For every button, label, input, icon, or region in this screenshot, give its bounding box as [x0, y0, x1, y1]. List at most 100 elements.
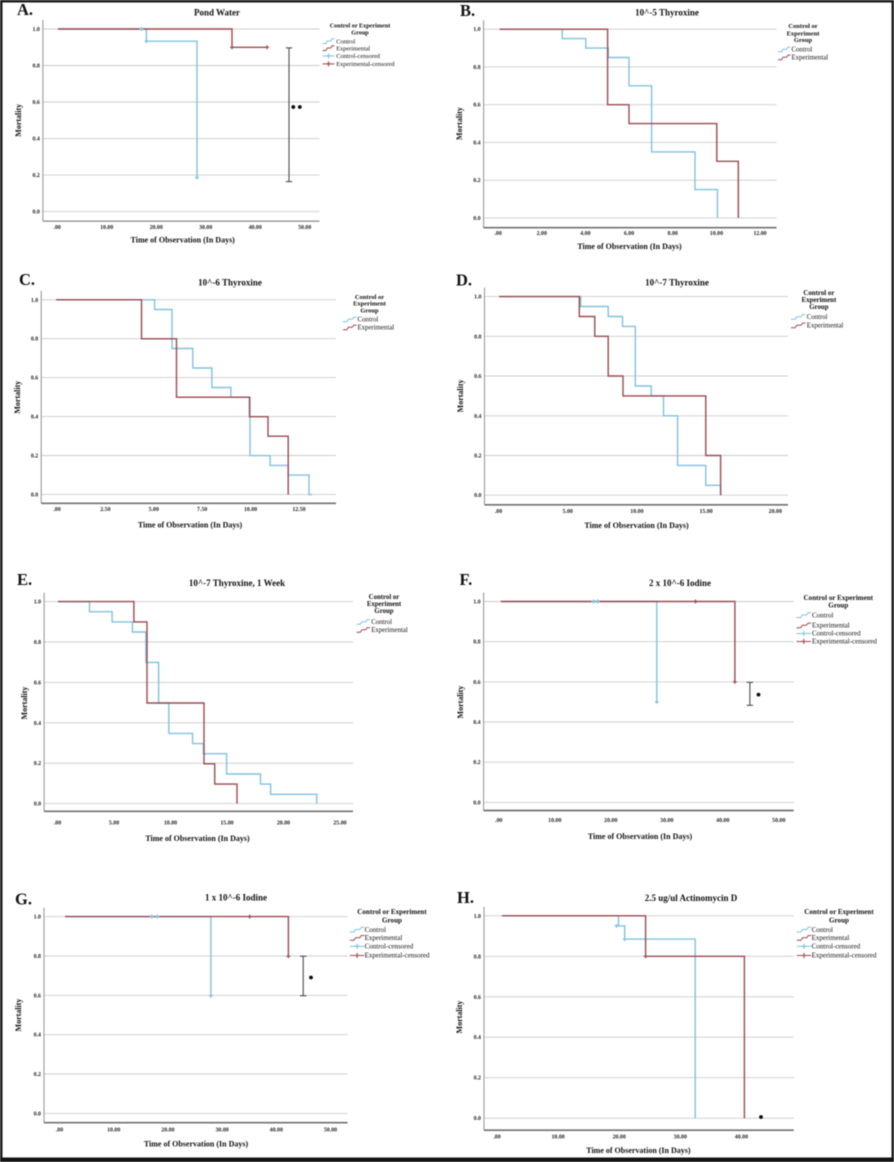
svg-text:7.50: 7.50: [197, 507, 207, 513]
svg-text:40.00: 40.00: [249, 225, 262, 231]
svg-text:4.00: 4.00: [580, 231, 590, 237]
svg-text:Control: Control: [358, 317, 379, 324]
svg-text:.00: .00: [53, 507, 60, 513]
svg-text:Group: Group: [382, 916, 402, 924]
svg-text:Control or: Control or: [369, 594, 400, 601]
svg-text:B.: B.: [460, 1, 475, 20]
svg-text:Mortality: Mortality: [13, 381, 22, 414]
svg-text:.00: .00: [56, 1127, 63, 1133]
svg-text:Time of Observation (In Days): Time of Observation (In Days): [588, 832, 693, 841]
svg-text:2 x 10^-6 Iodine: 2 x 10^-6 Iodine: [649, 578, 711, 588]
svg-text:10^-5 Thyroxine: 10^-5 Thyroxine: [635, 8, 699, 18]
svg-text:0.0: 0.0: [473, 800, 480, 806]
svg-text:30.00: 30.00: [660, 818, 673, 824]
svg-text:Time of Observation (In Days): Time of Observation (In Days): [131, 236, 236, 245]
svg-text:1.0: 1.0: [474, 295, 481, 301]
svg-text:50.00: 50.00: [772, 818, 785, 824]
svg-text:0.4: 0.4: [474, 1035, 481, 1041]
svg-text:1 x 10^-6 Iodine: 1 x 10^-6 Iodine: [205, 893, 267, 903]
svg-text:0.8: 0.8: [33, 64, 40, 70]
svg-text:Control or: Control or: [803, 290, 834, 297]
svg-text:10.00: 10.00: [107, 1127, 120, 1133]
svg-text:Mortality: Mortality: [456, 379, 465, 412]
svg-text:.00: .00: [54, 821, 61, 827]
svg-text:10.00: 10.00: [710, 231, 723, 237]
svg-text:50.00: 50.00: [298, 225, 311, 231]
svg-text:30.00: 30.00: [674, 1134, 687, 1140]
svg-text:.00: .00: [493, 1134, 500, 1140]
svg-text:10.00: 10.00: [164, 821, 177, 827]
svg-text:0.8: 0.8: [31, 337, 38, 343]
svg-text:0.0: 0.0: [33, 210, 40, 216]
svg-text:0.8: 0.8: [34, 640, 41, 646]
svg-text:Experiment: Experiment: [353, 300, 387, 307]
svg-text:Time of Observation (In Days): Time of Observation (In Days): [577, 242, 682, 251]
svg-text:Experimental: Experimental: [336, 45, 370, 52]
svg-text:12.50: 12.50: [292, 507, 305, 513]
svg-text:2.50: 2.50: [100, 507, 110, 513]
svg-text:10.00: 10.00: [100, 225, 113, 231]
svg-text:Experiment: Experiment: [367, 601, 402, 608]
svg-text:Group: Group: [374, 608, 393, 615]
svg-text:0.2: 0.2: [34, 1072, 41, 1078]
svg-text:Control-censored: Control-censored: [336, 53, 381, 60]
svg-text:10.00: 10.00: [630, 509, 643, 515]
svg-text:Control or Experiment: Control or Experiment: [804, 908, 874, 916]
svg-text:Experimental-censored: Experimental-censored: [336, 61, 395, 68]
svg-text:Experiment: Experiment: [787, 30, 821, 37]
svg-text:20.00: 20.00: [604, 818, 617, 824]
svg-text:0.6: 0.6: [474, 374, 481, 380]
svg-text:Mortality: Mortality: [14, 104, 23, 137]
svg-text:0.8: 0.8: [473, 640, 480, 646]
svg-text:0.2: 0.2: [31, 454, 38, 460]
svg-text:Mortality: Mortality: [455, 107, 464, 140]
svg-text:0.2: 0.2: [473, 760, 480, 766]
svg-text:10.00: 10.00: [551, 1134, 564, 1140]
svg-text:Control: Control: [812, 611, 833, 619]
svg-text:Control or: Control or: [788, 23, 817, 30]
svg-text:0.6: 0.6: [34, 680, 41, 686]
svg-text:1.0: 1.0: [474, 914, 481, 920]
svg-text:0.6: 0.6: [473, 680, 480, 686]
svg-text:Time of Observation (In Days): Time of Observation (In Days): [584, 521, 689, 530]
svg-text:10^-6 Thyroxine: 10^-6 Thyroxine: [198, 278, 262, 288]
svg-text:Control or Experiment: Control or Experiment: [804, 594, 874, 602]
svg-text:30.00: 30.00: [215, 1127, 228, 1133]
svg-text:Group: Group: [794, 37, 813, 44]
svg-text:Control: Control: [365, 926, 386, 934]
svg-text:C.: C.: [19, 270, 35, 289]
svg-text:0.2: 0.2: [33, 173, 40, 179]
svg-text:Control-censored: Control-censored: [812, 943, 861, 951]
svg-text:Mortality: Mortality: [455, 1001, 464, 1034]
svg-text:20.00: 20.00: [150, 225, 163, 231]
svg-text:0.8: 0.8: [474, 334, 481, 340]
svg-text:5.00: 5.00: [563, 509, 573, 515]
svg-text:0.2: 0.2: [474, 454, 481, 460]
svg-text:0.0: 0.0: [34, 802, 41, 808]
svg-text:Experimental-censored: Experimental-censored: [365, 952, 430, 960]
svg-text:0.4: 0.4: [474, 414, 481, 420]
svg-text:Group: Group: [809, 304, 829, 311]
svg-text:1.0: 1.0: [473, 27, 480, 33]
svg-text:0.2: 0.2: [473, 178, 480, 184]
svg-text:Time of Observation (In Days): Time of Observation (In Days): [144, 1140, 249, 1149]
svg-text:A.: A.: [17, 0, 33, 19]
svg-text:0.0: 0.0: [31, 492, 38, 498]
svg-text:Control: Control: [371, 619, 392, 626]
svg-text:Control: Control: [336, 38, 355, 45]
svg-text:5.00: 5.00: [149, 507, 159, 513]
svg-text:0.2: 0.2: [474, 1076, 481, 1082]
svg-text:0.4: 0.4: [34, 721, 41, 727]
svg-text:15.00: 15.00: [699, 509, 712, 515]
svg-text:0.4: 0.4: [473, 140, 480, 146]
svg-text:0.0: 0.0: [474, 493, 481, 499]
svg-text:40.00: 40.00: [716, 818, 729, 824]
svg-text:Mortality: Mortality: [20, 687, 29, 720]
svg-text:0.0: 0.0: [473, 216, 480, 222]
svg-text:Time of Observation (In Days): Time of Observation (In Days): [586, 1146, 691, 1155]
svg-text:0.4: 0.4: [34, 1033, 41, 1039]
svg-text:0.8: 0.8: [473, 65, 480, 71]
svg-text:15.00: 15.00: [220, 821, 233, 827]
svg-text:Group: Group: [360, 308, 379, 315]
svg-text:20.00: 20.00: [277, 821, 290, 827]
